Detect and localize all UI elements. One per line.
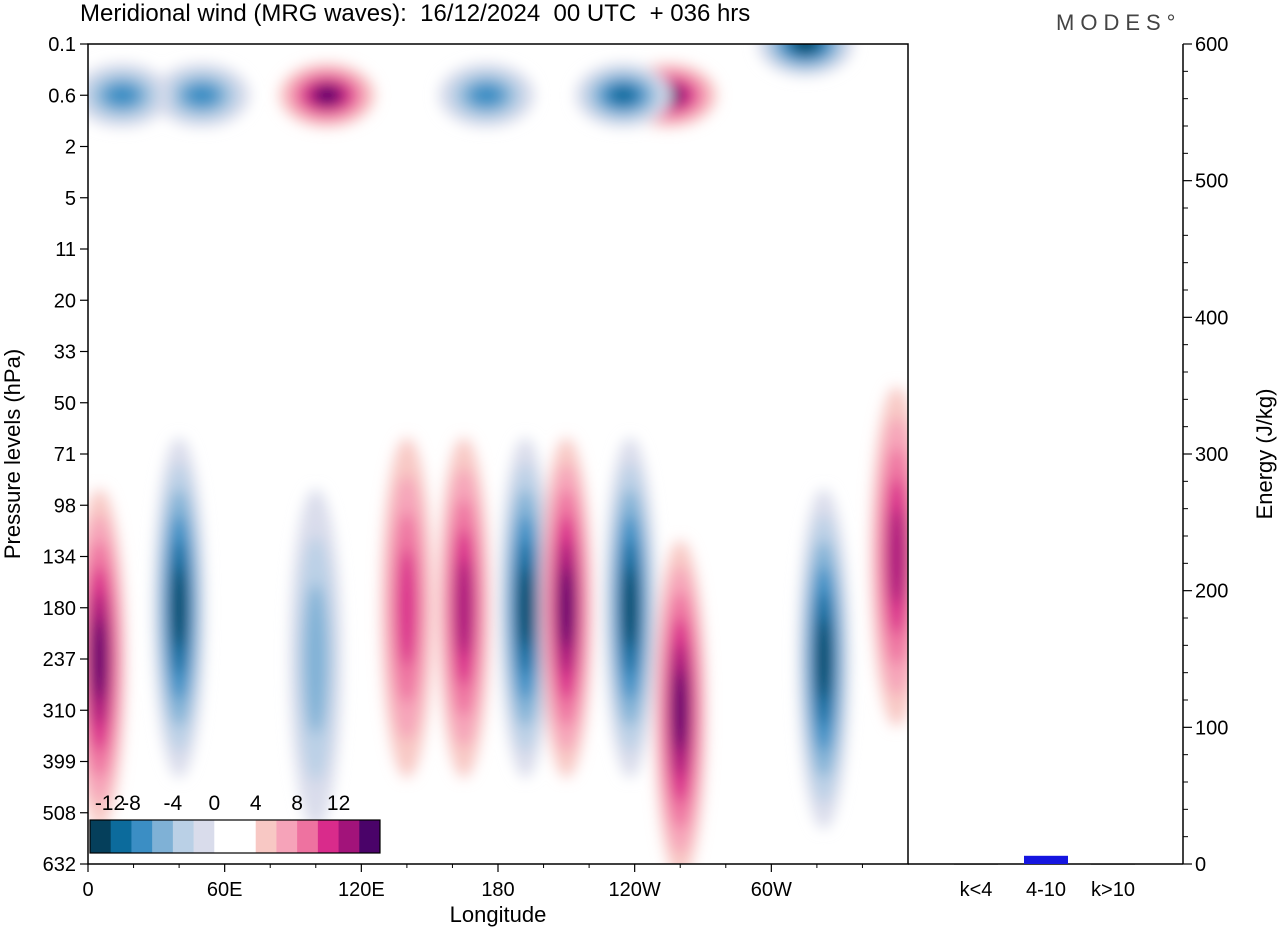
colorbar-label: 12 — [327, 792, 350, 815]
colorbar-swatch — [317, 820, 340, 853]
colorbar-swatch — [276, 820, 298, 853]
colorbar-swatch — [110, 820, 132, 853]
y-axis-label: Pressure levels (hPa) — [0, 349, 25, 559]
colorbar-label: -4 — [164, 792, 183, 815]
x-tick-label: 120E — [338, 879, 385, 901]
y-tick-label: 50 — [54, 393, 76, 415]
colorbar-swatch — [235, 820, 257, 853]
y-tick-label: 2 — [65, 137, 76, 159]
wind-feature — [289, 489, 342, 829]
wind-feature — [604, 437, 657, 778]
colorbar-swatch — [131, 820, 153, 853]
x-tick-label: 0 — [82, 879, 93, 901]
colorbar-label: 0 — [208, 792, 220, 815]
energy-category-label: k<4 — [960, 879, 993, 901]
energy-category-label: 4-10 — [1026, 879, 1066, 901]
y-tick-label: 20 — [54, 290, 76, 312]
colorbar-label: 8 — [291, 792, 303, 815]
energy-panel: 0 100 200 300 400 500 600 Energy (J/kg) k<4 4-10 k… — [908, 34, 1277, 901]
wind-feature — [437, 437, 490, 778]
y-tick-label: 0.1 — [48, 34, 76, 56]
y-tick-label: 71 — [54, 444, 76, 466]
colorbar-swatch — [193, 820, 215, 853]
wind-feature — [654, 540, 707, 864]
y-tick-label: 508 — [43, 803, 76, 825]
y-tick-label: 33 — [54, 342, 76, 364]
colorbar-label: 4 — [250, 792, 262, 815]
y-tick-label: 11 — [55, 239, 76, 261]
y-tick-label: 5 — [65, 188, 76, 210]
colorbar-swatch — [214, 820, 236, 853]
wind-feature — [153, 437, 206, 778]
y-tick-label: 399 — [43, 752, 76, 774]
y-tick-label: 237 — [43, 649, 76, 671]
colorbar-swatch — [338, 820, 360, 853]
energy-tick-label: 500 — [1195, 171, 1228, 193]
wind-feature — [438, 63, 535, 128]
wind-feature — [88, 63, 171, 128]
wind-feature — [575, 63, 672, 128]
y-tick-label: 134 — [43, 547, 76, 569]
colorbar-swatch — [152, 820, 174, 853]
energy-tick-label: 600 — [1195, 34, 1228, 56]
modes-logo: MODES° — [1056, 10, 1182, 35]
wind-feature — [88, 489, 126, 829]
colorbar-swatch — [172, 820, 195, 853]
colorbar-swatch — [90, 820, 112, 853]
energy-tick-label: 100 — [1195, 717, 1228, 739]
y-tick-label: 98 — [54, 495, 76, 517]
wind-feature — [499, 437, 552, 778]
x-tick-label: 120W — [609, 879, 661, 901]
y-tick-label: 632 — [43, 854, 76, 876]
energy-tick-label: 200 — [1195, 581, 1228, 603]
colorbar-label: -12 — [95, 792, 125, 815]
wind-feature — [380, 437, 433, 778]
x-tick-label: 180 — [481, 879, 514, 901]
colorbar: -12-8 -4 0 4 8 12 — [89, 792, 381, 854]
energy-bar — [954, 864, 998, 865]
energy-axis-label: Energy (J/kg) — [1252, 389, 1277, 520]
colorbar-swatch — [255, 820, 277, 853]
wind-heatmap — [88, 44, 908, 864]
colorbar-label: -8 — [122, 792, 141, 815]
chart-title: Meridional wind (MRG waves): 16/12/2024 … — [80, 0, 751, 27]
energy-bar — [1024, 855, 1068, 864]
wind-feature — [153, 63, 250, 128]
energy-tick-label: 0 — [1195, 854, 1206, 876]
x-tick-label: 60W — [751, 879, 792, 901]
energy-category-label: k>10 — [1091, 879, 1135, 901]
x-tick-label: 60E — [207, 879, 243, 901]
wind-feature — [797, 489, 850, 829]
wind-feature — [540, 437, 593, 778]
y-tick-label: 0.6 — [48, 85, 76, 107]
colorbar-swatch — [359, 820, 381, 853]
y-tick-label: 310 — [43, 700, 76, 722]
energy-tick-label: 400 — [1195, 307, 1228, 329]
wind-feature — [279, 63, 376, 128]
wind-feature — [870, 386, 908, 727]
wind-feature — [757, 44, 854, 76]
y-tick-label: 180 — [43, 598, 76, 620]
x-axis-label: Longitude — [450, 902, 547, 927]
energy-tick-label: 300 — [1195, 444, 1228, 466]
colorbar-swatch — [297, 820, 319, 853]
energy-bar — [1091, 864, 1135, 865]
